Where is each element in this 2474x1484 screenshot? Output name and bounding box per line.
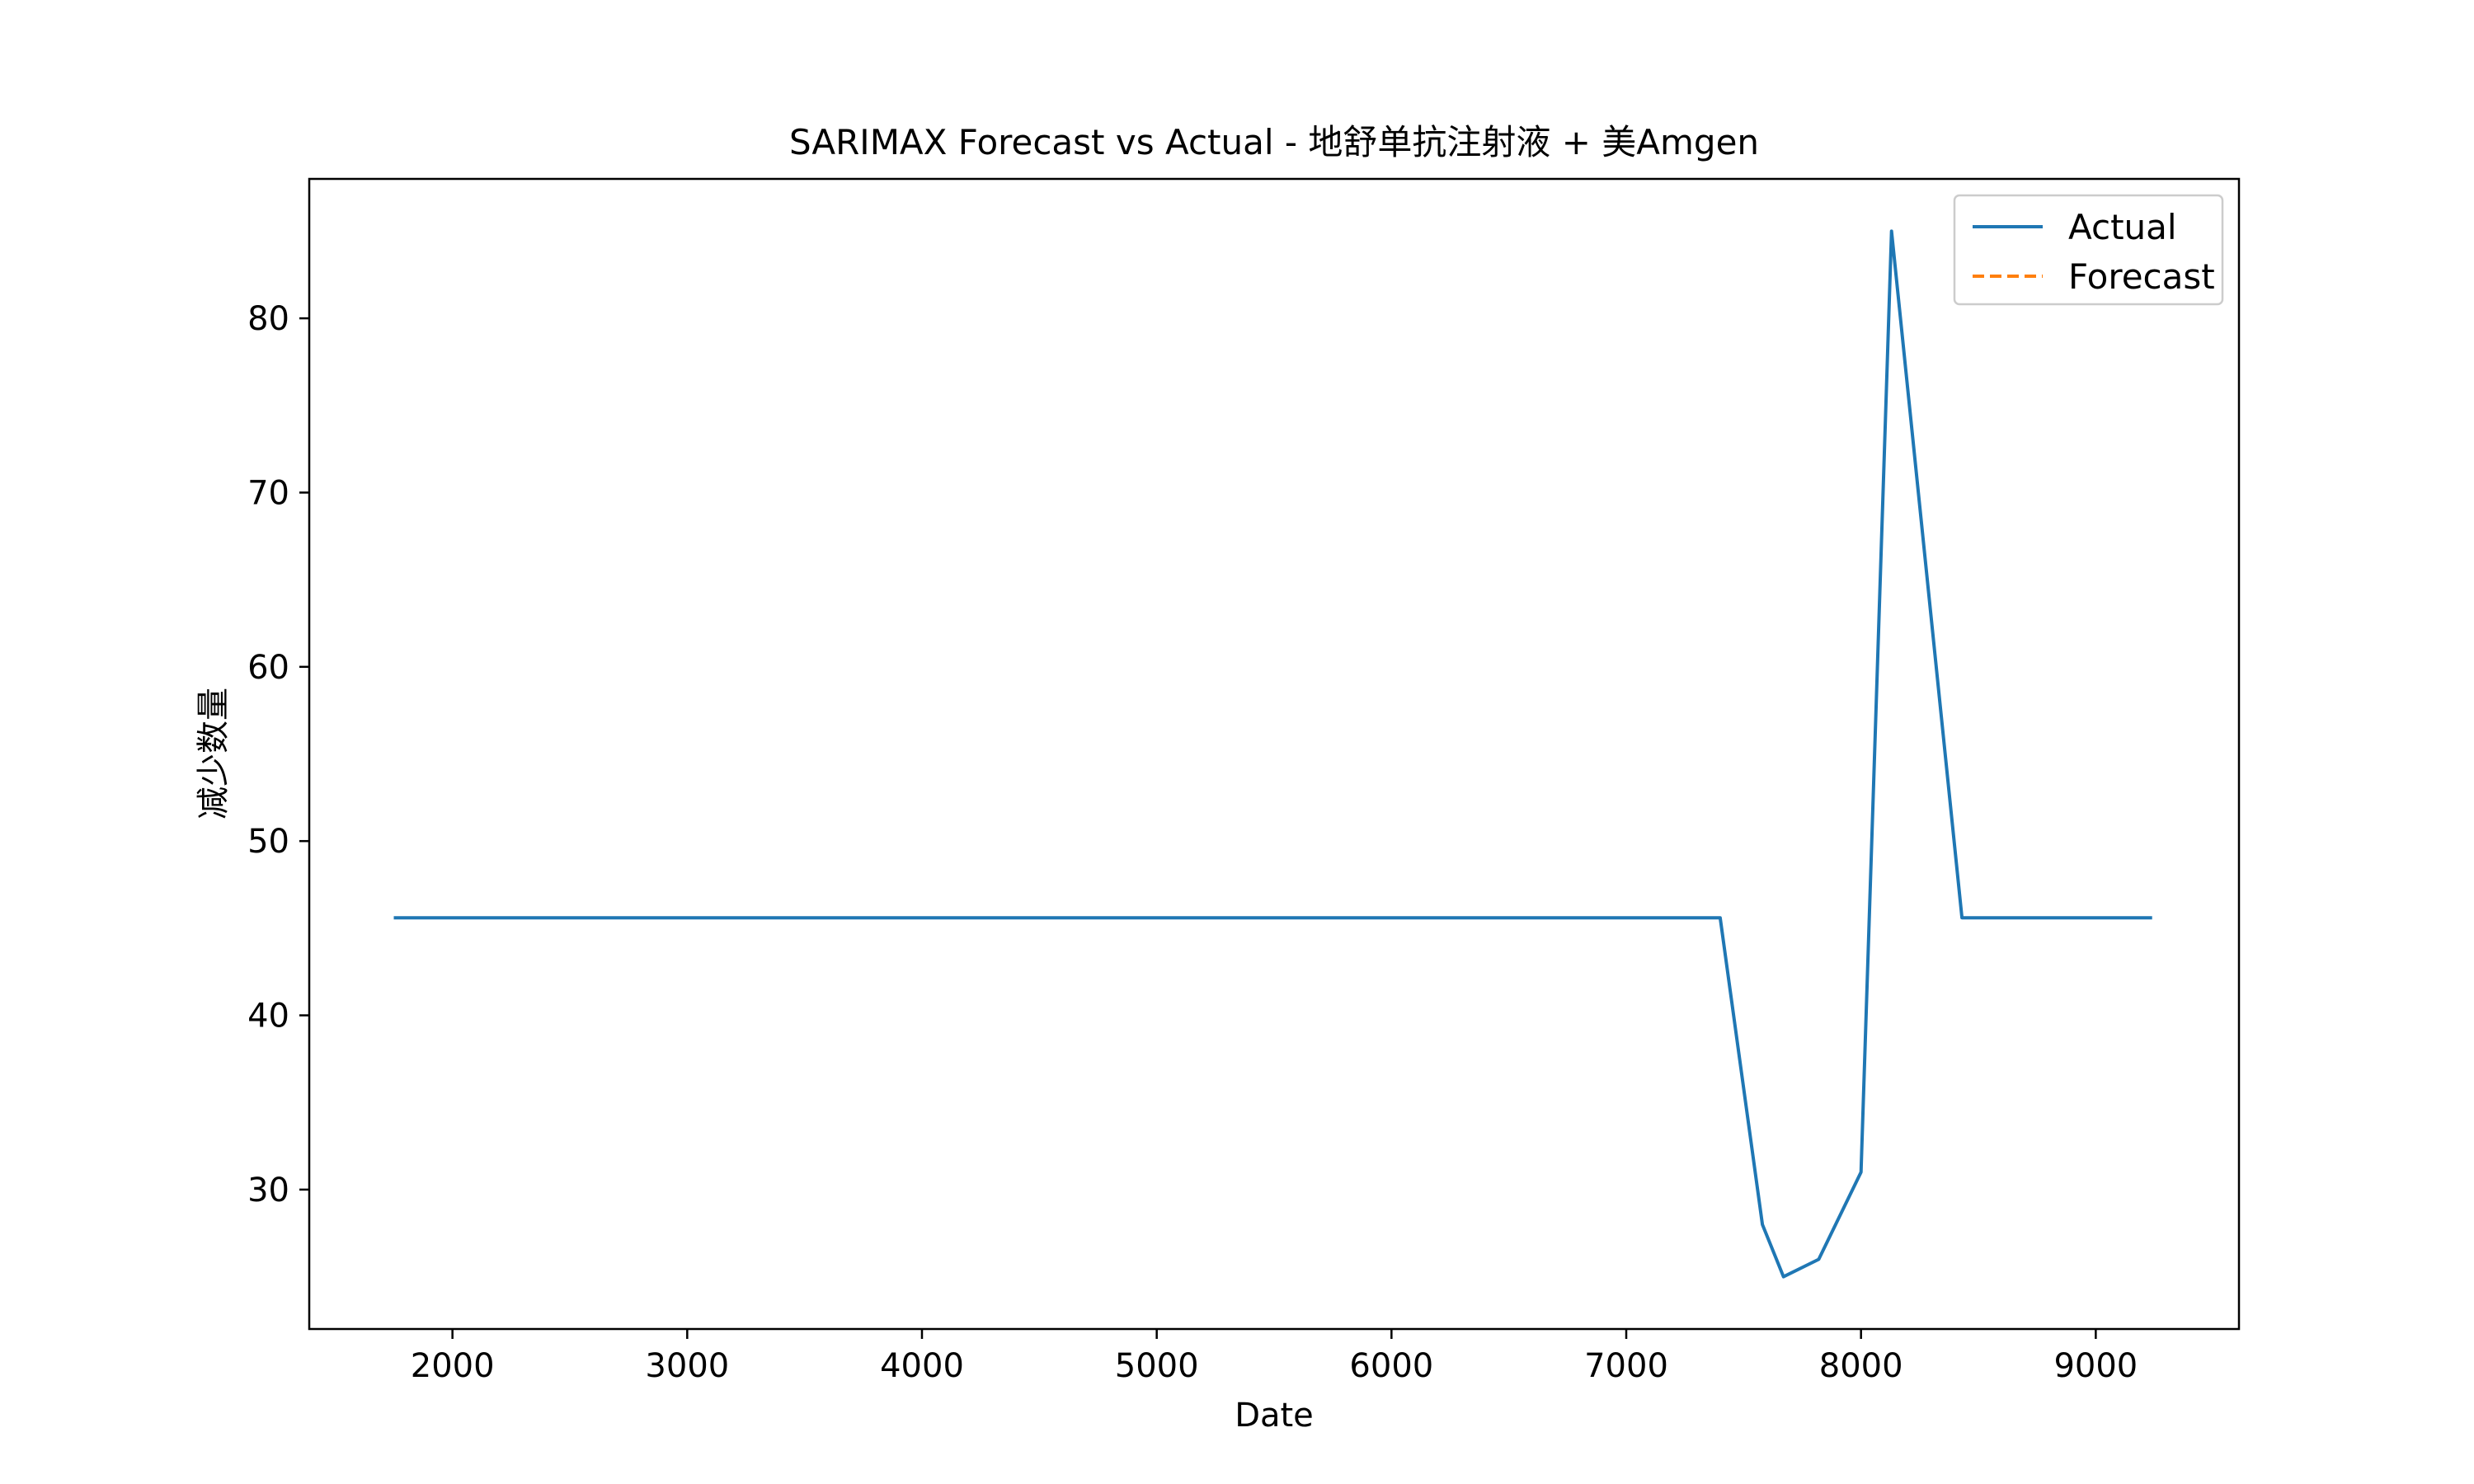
x-tick-label: 8000 — [1819, 1347, 1903, 1385]
x-tick-label: 6000 — [1349, 1347, 1433, 1385]
x-tick-label: 4000 — [880, 1347, 964, 1385]
x-axis-label: Date — [1235, 1397, 1314, 1435]
legend-label-forecast: Forecast — [2068, 256, 2215, 297]
y-tick-label: 60 — [247, 649, 289, 687]
x-tick-label: 2000 — [411, 1347, 495, 1385]
y-tick-label: 50 — [247, 823, 289, 861]
y-tick-label: 30 — [247, 1172, 289, 1209]
y-tick-label: 40 — [247, 998, 289, 1036]
legend-box — [1953, 194, 2224, 306]
plot-frame — [308, 177, 2241, 1331]
plot-area — [393, 229, 2152, 1279]
y-axis-ticks: 30 40 50 60 70 80 — [247, 300, 309, 1209]
y-axis-label: 减少数量 — [195, 688, 233, 819]
legend: Actual Forecast — [1953, 194, 2224, 306]
x-tick-label: 5000 — [1115, 1347, 1199, 1385]
x-tick-label: 9000 — [2053, 1347, 2138, 1385]
legend-label-actual: Actual — [2068, 207, 2177, 247]
x-axis-ticks: 2000 3000 4000 5000 6000 7000 8000 9000 — [411, 1329, 2138, 1385]
x-tick-label: 7000 — [1584, 1347, 1668, 1385]
y-tick-label: 80 — [247, 300, 289, 338]
chart-title: SARIMAX Forecast vs Actual - 地舒单抗注射液 + 美… — [789, 122, 1759, 162]
series-line-actual — [393, 229, 2152, 1279]
y-tick-label: 70 — [247, 474, 289, 512]
x-tick-label: 3000 — [645, 1347, 729, 1385]
